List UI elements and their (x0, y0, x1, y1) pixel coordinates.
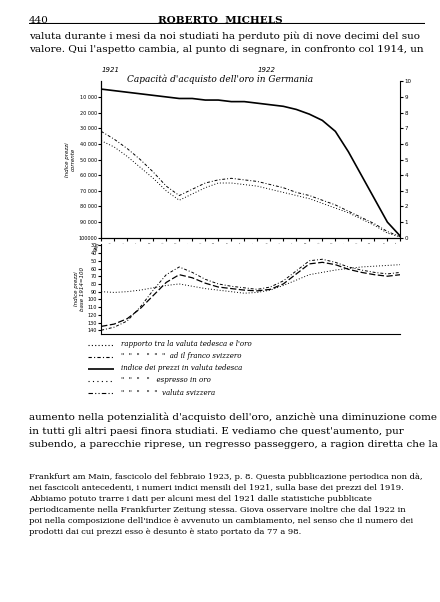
Text: 1921: 1921 (101, 67, 119, 73)
Text: rapporto tra la valuta tedesca e l'oro: rapporto tra la valuta tedesca e l'oro (121, 340, 252, 349)
Text: aumento nella potenzialità d'acquisto dell'oro, anzichè una diminuzione come
in : aumento nella potenzialità d'acquisto de… (29, 412, 437, 449)
Text: 440: 440 (29, 16, 48, 25)
Y-axis label: Indice prezzi
corrente: Indice prezzi corrente (65, 142, 76, 177)
Y-axis label: Indice prezzi
base 1914=100: Indice prezzi base 1914=100 (74, 267, 85, 311)
Text: Frankfurt am Main, fascicolo del febbraio 1923, p. 8. Questa pubblicazione perio: Frankfurt am Main, fascicolo del febbrai… (29, 473, 422, 536)
Text: indice dei prezzi in valuta tedesca: indice dei prezzi in valuta tedesca (121, 364, 242, 373)
Text: Capacità d'acquisto dell'oro in Germania: Capacità d'acquisto dell'oro in Germania (127, 75, 313, 84)
Text: "  "  "   "  "  valuta svizzera: " " " " " valuta svizzera (121, 388, 215, 397)
Text: "  "  "   "   espresso in oro: " " " " espresso in oro (121, 376, 211, 385)
Text: "  "  "   "  "  "  ad il franco svizzero: " " " " " " ad il franco svizzero (121, 352, 242, 361)
Text: valuta durante i mesi da noi studiati ha perduto più di nove decimi del suo
valo: valuta durante i mesi da noi studiati ha… (29, 31, 423, 54)
Text: 1922: 1922 (257, 67, 275, 73)
Text: ROBERTO  MICHELS: ROBERTO MICHELS (158, 16, 282, 25)
